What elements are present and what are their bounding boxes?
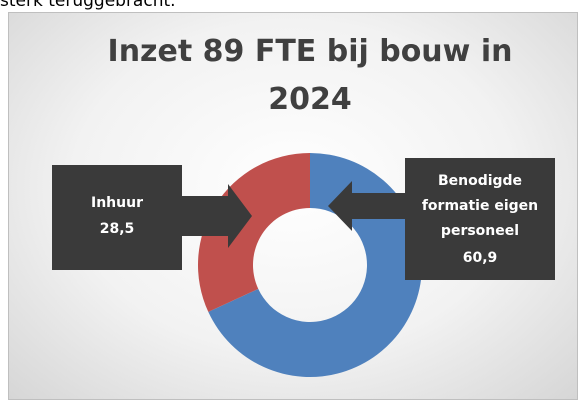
callout-box xyxy=(52,165,182,270)
value-label: 28,5 xyxy=(100,221,135,237)
value-label: 60,9 xyxy=(463,250,498,266)
callout-arrow xyxy=(182,184,252,248)
category-label: Inhuur xyxy=(91,195,143,211)
chart-title: Inzet 89 FTE bij bouw in 2024 xyxy=(107,34,513,117)
note: sterk teruggebracht. xyxy=(0,0,176,11)
category-label: Benodigde formatie eigen personeel xyxy=(422,173,538,239)
callout-box xyxy=(405,158,555,280)
callout-arrow xyxy=(328,181,405,231)
donut-slice xyxy=(198,153,310,312)
